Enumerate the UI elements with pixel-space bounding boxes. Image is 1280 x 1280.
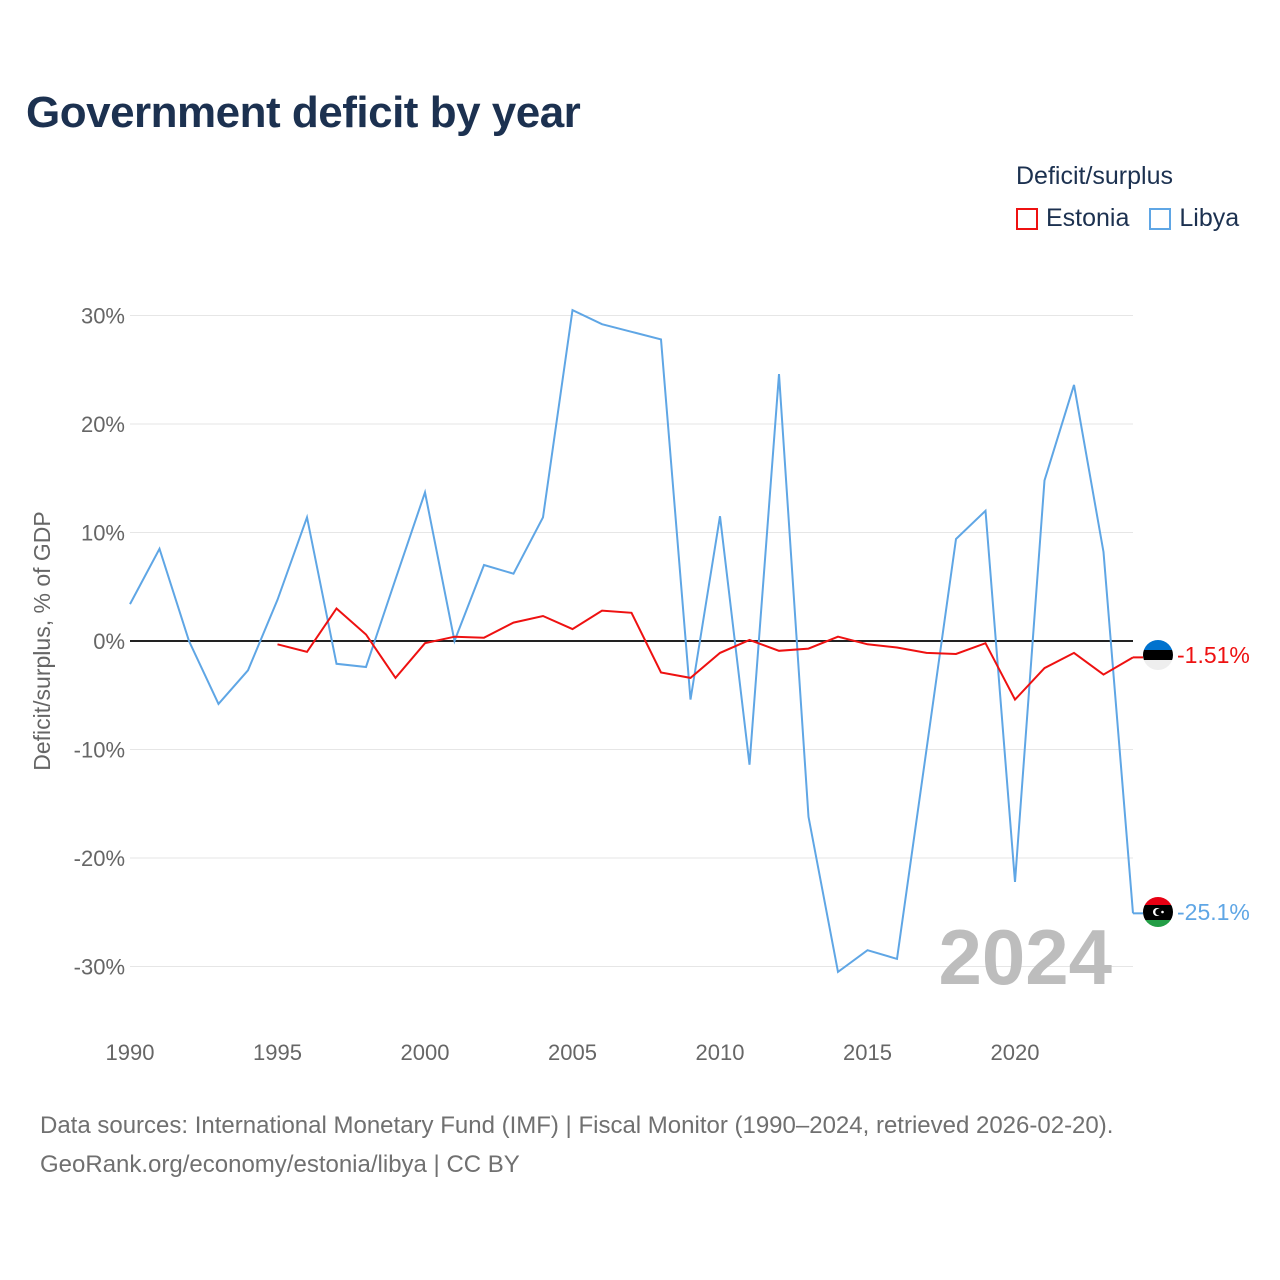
chart-title: Government deficit by year — [26, 88, 581, 137]
series-lines — [129, 308, 1143, 974]
legend: Estonia Libya — [1016, 204, 1239, 233]
year-watermark: 2024 — [938, 913, 1112, 1001]
legend-swatch-estonia — [1016, 207, 1038, 230]
data-sources: Data sources: International Monetary Fun… — [40, 1106, 1113, 1184]
y-tick-label: -10% — [74, 738, 125, 763]
sources-line-2[interactable]: GeoRank.org/economy/estonia/libya | CC B… — [40, 1151, 520, 1178]
estonia-end-label: -1.51% — [1177, 642, 1250, 668]
y-axis-label: Deficit/surplus, % of GDP — [29, 511, 55, 770]
y-tick-label: 0% — [93, 629, 125, 654]
y-axis-ticks: 30% 20% 10% 0% -10% -20% -30% — [74, 304, 125, 980]
x-tick-label: 2010 — [696, 1040, 745, 1065]
legend-swatch-libya — [1149, 207, 1172, 230]
legend-item-estonia[interactable]: Estonia — [1016, 204, 1129, 233]
series-line-libya — [129, 308, 1134, 974]
y-tick-label: 30% — [81, 304, 125, 329]
x-tick-label: 1990 — [106, 1040, 155, 1065]
x-tick-label: 2020 — [991, 1040, 1040, 1065]
y-tick-label: -20% — [74, 846, 125, 871]
legend-label-libya: Libya — [1179, 204, 1240, 232]
x-tick-label: 2005 — [548, 1040, 597, 1065]
x-tick-label: 2000 — [401, 1040, 450, 1065]
legend-title: Deficit/surplus — [1016, 162, 1173, 190]
x-axis-ticks: 1990 1995 2000 2005 2010 2015 2020 — [106, 1040, 1040, 1065]
x-tick-label: 2015 — [843, 1040, 892, 1065]
estonia-flag-icon — [1143, 640, 1173, 670]
libya-flag-icon — [1143, 897, 1173, 927]
series-line-estonia — [277, 606, 1134, 702]
gridlines — [130, 315, 1133, 967]
y-tick-label: -30% — [74, 955, 125, 980]
y-tick-label: 20% — [81, 412, 125, 437]
x-tick-label: 1995 — [253, 1040, 302, 1065]
sources-line-1: Data sources: International Monetary Fun… — [40, 1112, 1114, 1139]
legend-item-libya[interactable]: Libya — [1149, 204, 1239, 233]
legend-label-estonia: Estonia — [1046, 204, 1130, 232]
libya-end-label: -25.1% — [1177, 899, 1250, 925]
y-tick-label: 10% — [81, 521, 125, 546]
